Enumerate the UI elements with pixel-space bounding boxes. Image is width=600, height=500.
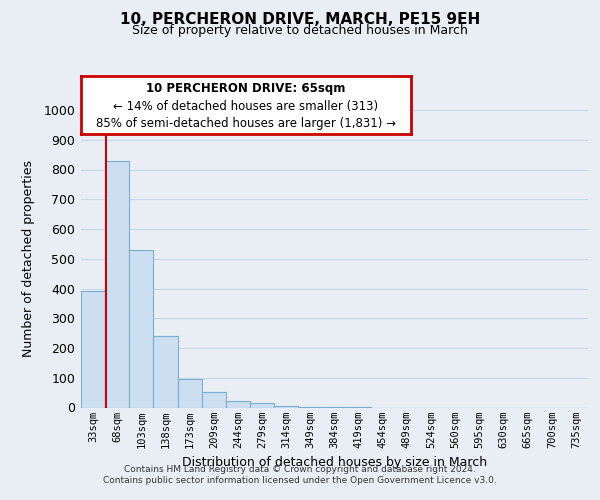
Text: ← 14% of detached houses are smaller (313): ← 14% of detached houses are smaller (31… — [113, 100, 379, 112]
Bar — [322, 407, 347, 408]
Text: 10, PERCHERON DRIVE, MARCH, PE15 9EH: 10, PERCHERON DRIVE, MARCH, PE15 9EH — [120, 12, 480, 28]
X-axis label: Distribution of detached houses by size in March: Distribution of detached houses by size … — [182, 456, 487, 469]
Bar — [274, 406, 298, 407]
Text: 10 PERCHERON DRIVE: 65sqm: 10 PERCHERON DRIVE: 65sqm — [146, 82, 346, 96]
Text: 85% of semi-detached houses are larger (1,831) →: 85% of semi-detached houses are larger (… — [96, 117, 396, 130]
Bar — [250, 403, 274, 407]
Bar — [298, 406, 322, 408]
Bar — [202, 392, 226, 407]
Bar — [105, 160, 129, 408]
Bar — [81, 292, 105, 408]
Bar — [226, 401, 250, 407]
Bar — [129, 250, 154, 408]
Text: Contains public sector information licensed under the Open Government Licence v3: Contains public sector information licen… — [103, 476, 497, 485]
Y-axis label: Number of detached properties: Number of detached properties — [22, 160, 35, 357]
Text: Size of property relative to detached houses in March: Size of property relative to detached ho… — [132, 24, 468, 37]
Bar — [178, 378, 202, 408]
Text: Contains HM Land Registry data © Crown copyright and database right 2024.: Contains HM Land Registry data © Crown c… — [124, 465, 476, 474]
Bar — [154, 336, 178, 407]
Bar — [347, 407, 371, 408]
